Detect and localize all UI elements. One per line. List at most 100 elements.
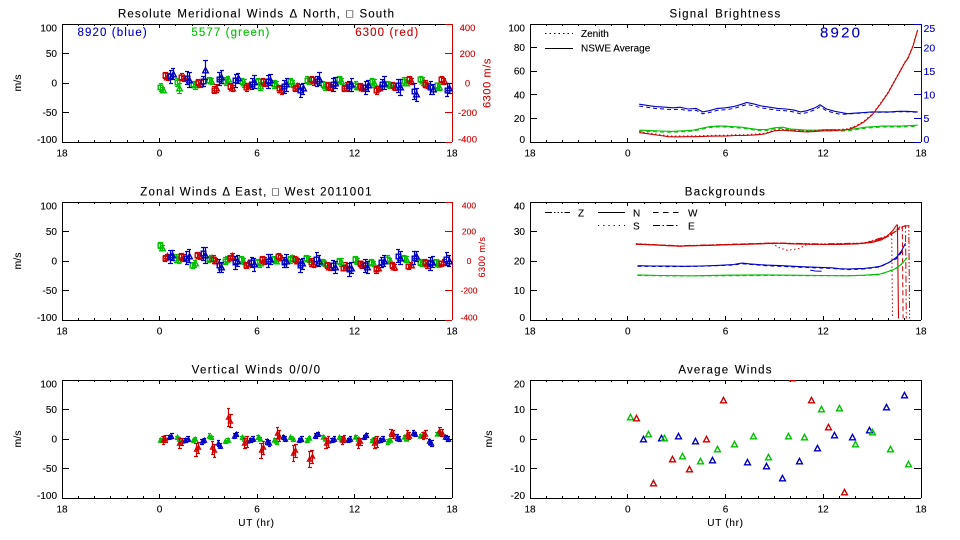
svg-text:5577 (green): 5577 (green) <box>191 27 270 39</box>
svg-text:18: 18 <box>56 327 68 338</box>
svg-text:8920: 8920 <box>820 25 862 42</box>
svg-text:E: E <box>688 222 695 233</box>
svg-text:10: 10 <box>514 405 526 416</box>
svg-text:0: 0 <box>625 505 631 516</box>
svg-text:m/s: m/s <box>12 75 24 92</box>
svg-text:-200: -200 <box>460 286 477 296</box>
svg-text:50: 50 <box>46 227 58 238</box>
svg-text:18: 18 <box>446 327 458 338</box>
svg-text:20: 20 <box>924 42 936 54</box>
svg-text:-50: -50 <box>43 286 58 297</box>
svg-text:0: 0 <box>157 327 163 338</box>
svg-text:S: S <box>633 222 640 233</box>
svg-text:20: 20 <box>514 114 526 125</box>
svg-text:0: 0 <box>157 149 163 160</box>
svg-text:18: 18 <box>446 505 458 516</box>
svg-text:6: 6 <box>254 149 260 160</box>
svg-text:6: 6 <box>254 327 260 338</box>
svg-text:18: 18 <box>446 149 458 160</box>
svg-text:-100: -100 <box>37 491 57 502</box>
svg-text:18: 18 <box>56 505 68 516</box>
svg-text:Average Winds: Average Winds <box>678 365 772 377</box>
svg-text:0: 0 <box>519 313 525 324</box>
svg-text:Backgrounds: Backgrounds <box>685 187 766 199</box>
svg-text:100: 100 <box>40 24 57 35</box>
svg-text:12: 12 <box>349 149 361 160</box>
svg-text:m/s: m/s <box>12 253 24 270</box>
svg-text:8920 (blue): 8920 (blue) <box>78 27 148 39</box>
svg-text:6300 m/s: 6300 m/s <box>477 236 487 277</box>
svg-text:0: 0 <box>625 327 631 338</box>
svg-text:10: 10 <box>924 90 936 102</box>
svg-text:0: 0 <box>157 505 163 516</box>
svg-text:18: 18 <box>56 149 68 160</box>
svg-text:-10: -10 <box>511 464 526 475</box>
svg-text:-20: -20 <box>511 491 526 502</box>
svg-text:18: 18 <box>524 149 536 160</box>
svg-text:100: 100 <box>508 24 525 35</box>
svg-text:-200: -200 <box>458 108 477 119</box>
svg-text:18: 18 <box>915 327 927 338</box>
svg-text:20: 20 <box>514 380 526 391</box>
svg-text:30: 30 <box>514 227 526 238</box>
svg-text:-400: -400 <box>460 313 477 323</box>
svg-text:0: 0 <box>625 149 631 160</box>
svg-text:UT (hr): UT (hr) <box>707 518 743 529</box>
svg-text:100: 100 <box>40 380 57 391</box>
svg-text:Vertical Winds 0/0/0: Vertical Winds 0/0/0 <box>192 365 322 377</box>
svg-text:18: 18 <box>915 149 927 160</box>
svg-text:-100: -100 <box>37 313 57 324</box>
svg-text:80: 80 <box>514 43 526 54</box>
svg-text:6: 6 <box>723 149 729 160</box>
svg-text:-50: -50 <box>43 464 58 475</box>
svg-text:40: 40 <box>514 90 526 101</box>
svg-text:0: 0 <box>924 134 930 146</box>
svg-text:UT (hr): UT (hr) <box>238 518 274 529</box>
svg-text:0: 0 <box>519 435 525 446</box>
svg-text:NSWE Average: NSWE Average <box>581 44 651 55</box>
svg-text:200: 200 <box>462 227 476 237</box>
svg-text:50: 50 <box>46 405 58 416</box>
svg-text:-400: -400 <box>458 135 477 146</box>
svg-text:50: 50 <box>46 49 58 60</box>
svg-text:0: 0 <box>465 78 470 89</box>
svg-text:18: 18 <box>915 505 927 516</box>
svg-text:6: 6 <box>254 505 260 516</box>
svg-text:60: 60 <box>514 67 526 78</box>
svg-text:12: 12 <box>818 505 830 516</box>
svg-text:0: 0 <box>467 256 472 266</box>
svg-text:0: 0 <box>519 135 525 146</box>
svg-text:5: 5 <box>924 113 930 125</box>
svg-text:20: 20 <box>514 257 526 268</box>
svg-text:12: 12 <box>349 505 361 516</box>
svg-text:0: 0 <box>51 79 57 90</box>
svg-text:400: 400 <box>462 201 476 211</box>
svg-text:6300 (red): 6300 (red) <box>355 27 419 39</box>
svg-text:10: 10 <box>514 286 526 297</box>
svg-text:12: 12 <box>349 327 361 338</box>
svg-text:0: 0 <box>51 257 57 268</box>
svg-text:400: 400 <box>460 23 476 34</box>
svg-text:6: 6 <box>723 505 729 516</box>
svg-text:12: 12 <box>818 149 830 160</box>
svg-text:-50: -50 <box>43 108 58 119</box>
svg-text:Resolute Meridional Winds Δ No: Resolute Meridional Winds Δ North, □ Sou… <box>118 9 395 21</box>
svg-text:200: 200 <box>460 49 476 60</box>
svg-text:Signal Brightness: Signal Brightness <box>670 9 782 21</box>
svg-text:-100: -100 <box>37 135 57 146</box>
svg-text:100: 100 <box>40 202 57 213</box>
svg-text:Zenith: Zenith <box>581 29 609 40</box>
svg-text:6: 6 <box>723 327 729 338</box>
svg-text:m/s: m/s <box>12 431 24 448</box>
svg-text:25: 25 <box>924 23 936 35</box>
svg-text:Z: Z <box>578 209 584 220</box>
svg-text:N: N <box>633 209 640 220</box>
svg-text:Zonal Winds Δ East, □ West 201: Zonal Winds Δ East, □ West 2011001 <box>140 187 373 199</box>
svg-text:0: 0 <box>51 435 57 446</box>
svg-text:6300 m/s: 6300 m/s <box>482 58 494 108</box>
svg-text:W: W <box>688 209 698 220</box>
svg-text:m/s: m/s <box>483 431 495 448</box>
svg-text:15: 15 <box>924 66 936 78</box>
svg-text:12: 12 <box>818 327 830 338</box>
svg-text:18: 18 <box>524 327 536 338</box>
